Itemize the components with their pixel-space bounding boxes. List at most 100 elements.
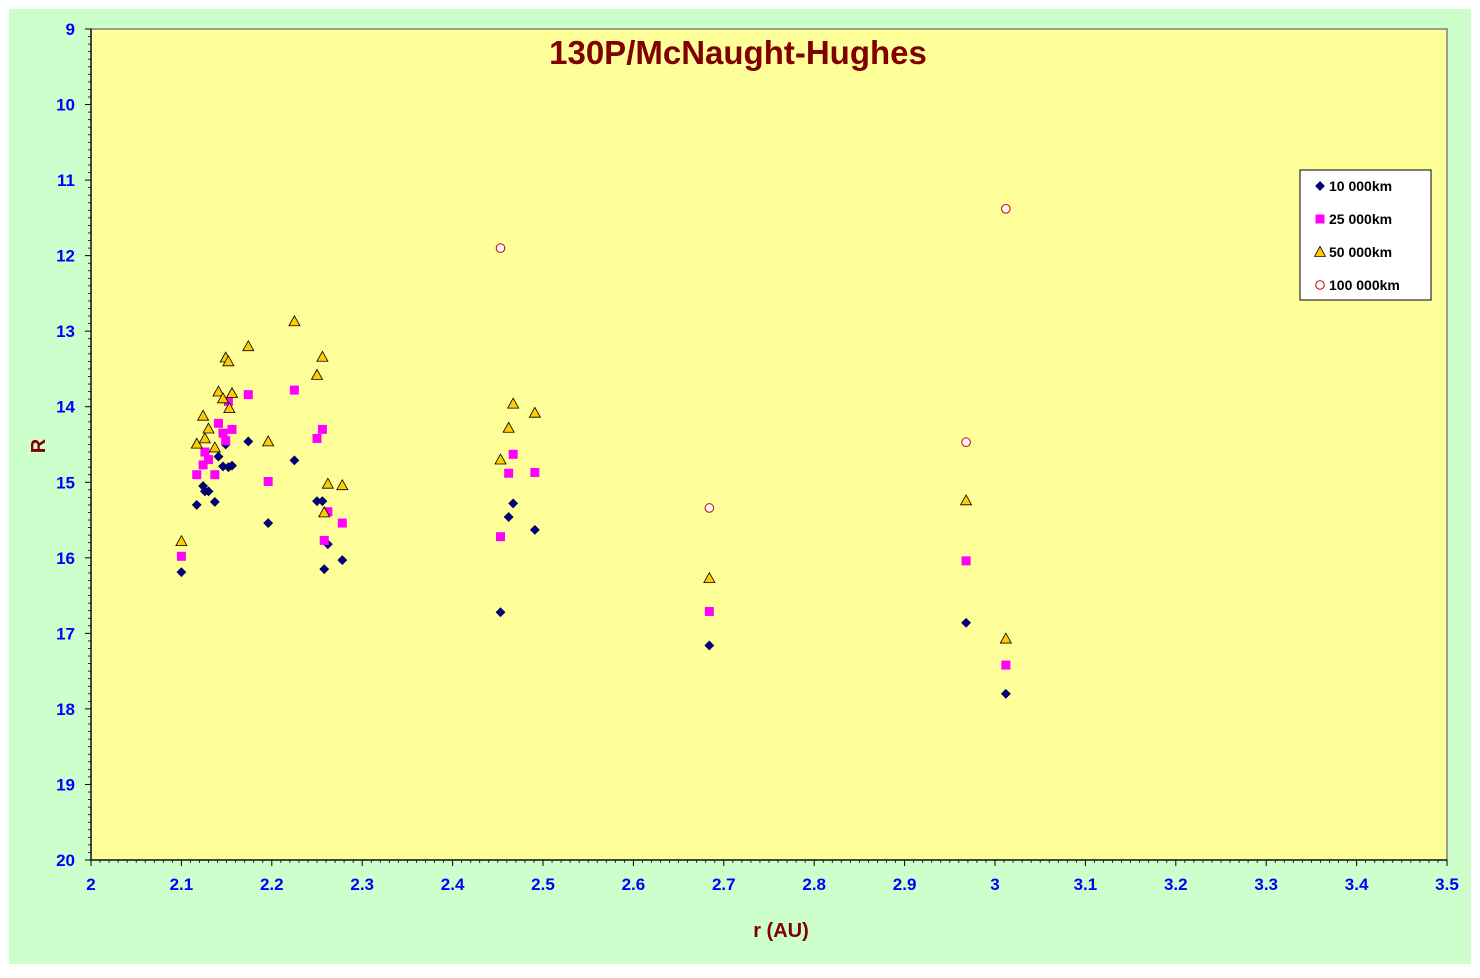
plot-area (90, 28, 1448, 861)
x-tick-label: 2.3 (350, 875, 374, 894)
data-point (222, 355, 235, 367)
data-point (213, 418, 223, 428)
data-point (175, 534, 188, 546)
data-point (221, 436, 231, 446)
data-point (1001, 660, 1011, 670)
data-point (198, 460, 208, 470)
legend-marker (1315, 181, 1325, 191)
data-point (319, 535, 329, 545)
x-tick-label: 2.6 (622, 875, 646, 894)
data-point (504, 468, 514, 478)
data-point (530, 467, 540, 477)
data-point (213, 451, 224, 462)
data-point (289, 385, 299, 395)
data-point (176, 551, 186, 561)
x-tick-label: 3 (990, 875, 999, 894)
x-tick-label: 3.1 (1074, 875, 1098, 894)
data-point (243, 390, 253, 400)
y-tick-label: 19 (56, 775, 75, 794)
data-point (961, 556, 971, 566)
data-point (218, 428, 228, 438)
data-point (999, 632, 1013, 644)
data-point (243, 436, 254, 447)
data-point (203, 486, 214, 497)
legend-marker (1315, 214, 1325, 224)
y-tick-label: 13 (56, 322, 75, 341)
data-point (704, 503, 715, 513)
data-point (1001, 203, 1011, 214)
y-tick-label: 18 (56, 700, 75, 719)
x-tick-label: 3.3 (1254, 875, 1278, 894)
data-point (508, 498, 519, 509)
y-tick-label: 11 (57, 171, 75, 190)
data-point (210, 470, 220, 480)
data-point (204, 455, 214, 465)
data-point (528, 406, 542, 418)
y-tick-label: 10 (56, 96, 75, 115)
data-point (312, 433, 322, 443)
y-axis-label: R (28, 438, 50, 453)
data-point (263, 477, 273, 487)
data-point (176, 567, 187, 578)
data-point (337, 518, 347, 528)
data-point (192, 470, 202, 480)
data-point (508, 449, 518, 459)
data-point (242, 339, 255, 352)
series-1 (176, 436, 1011, 699)
data-point (317, 496, 328, 507)
x-tick-label: 2.7 (712, 875, 736, 894)
data-point (704, 640, 715, 651)
legend-label: 50 000km (1329, 244, 1392, 260)
y-tick-label: 16 (56, 549, 75, 568)
data-point (1000, 688, 1011, 699)
data-point (494, 453, 507, 465)
data-point (323, 507, 333, 517)
data-point (321, 477, 335, 489)
data-point (316, 350, 329, 362)
legend-marker (1313, 245, 1327, 257)
data-point (506, 397, 520, 409)
legend-label: 100 000km (1329, 277, 1400, 293)
data-point (209, 496, 220, 507)
data-point (961, 437, 971, 448)
x-tick-label: 2.4 (441, 875, 465, 894)
x-tick-label: 2.2 (260, 875, 284, 894)
data-point (317, 424, 327, 434)
data-point (288, 315, 301, 327)
data-point (318, 506, 331, 518)
data-point (196, 409, 210, 421)
data-point (959, 494, 973, 506)
data-point (225, 386, 239, 398)
x-tick-label: 3.5 (1435, 875, 1459, 894)
legend-marker (1315, 280, 1325, 290)
data-point (502, 421, 515, 433)
x-tick-label: 3.4 (1345, 875, 1369, 894)
y-tick-label: 20 (56, 851, 75, 870)
x-tick-label: 2 (86, 875, 95, 894)
data-point (227, 424, 237, 434)
data-point (495, 243, 506, 253)
legend-label: 10 000km (1329, 178, 1392, 194)
data-point (289, 455, 300, 466)
data-point (227, 460, 237, 471)
y-tick-label: 12 (56, 247, 75, 266)
x-tick-label: 2.5 (531, 875, 555, 894)
data-point (262, 435, 275, 447)
data-point (200, 447, 210, 457)
y-tick-label: 17 (56, 624, 75, 643)
x-tick-label: 2.8 (802, 875, 826, 894)
data-point (263, 518, 274, 528)
data-point (212, 385, 225, 397)
series-4 (495, 203, 1011, 513)
y-tick-label: 14 (56, 398, 75, 417)
x-axis-label: r (AU) (753, 920, 809, 942)
x-tick-label: 2.1 (170, 875, 194, 894)
data-point (216, 392, 230, 404)
legend-label: 25 000km (1329, 211, 1392, 227)
data-point (495, 607, 506, 618)
legend: 10 000km 25 000km 50 000km 100 000km (1299, 169, 1432, 301)
data-point (223, 401, 236, 414)
data-point (223, 396, 233, 406)
